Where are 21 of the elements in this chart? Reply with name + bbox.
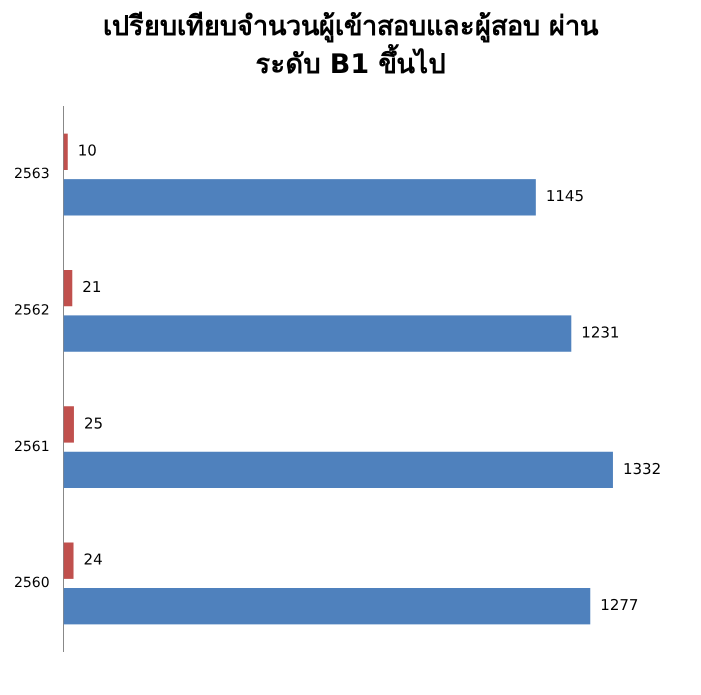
bar (64, 315, 572, 352)
bar (64, 452, 613, 488)
bar (64, 179, 536, 216)
y-tick-label: 2561 (14, 438, 50, 455)
bar (64, 542, 74, 579)
data-label: 24 (84, 550, 103, 569)
y-tick-label: 2562 (14, 302, 50, 318)
data-label: 1145 (546, 187, 584, 206)
data-label: 1277 (600, 596, 638, 614)
data-label: 1332 (622, 460, 662, 478)
bar (64, 270, 72, 306)
chart-title: เปรียบเทียบจำนวนผู้เข้าสอบและผู้สอบ ผ่านระดับ B1 ขึ้นไป (102, 10, 600, 82)
y-tick-label: 2560 (14, 575, 50, 592)
y-tick-label: 2563 (14, 166, 50, 182)
data-label: 1231 (581, 323, 620, 342)
bar (64, 588, 590, 624)
data-label: 10 (78, 142, 97, 160)
bar (64, 406, 74, 443)
data-label: 25 (84, 414, 104, 432)
bar (64, 134, 68, 170)
data-label: 21 (82, 278, 102, 296)
